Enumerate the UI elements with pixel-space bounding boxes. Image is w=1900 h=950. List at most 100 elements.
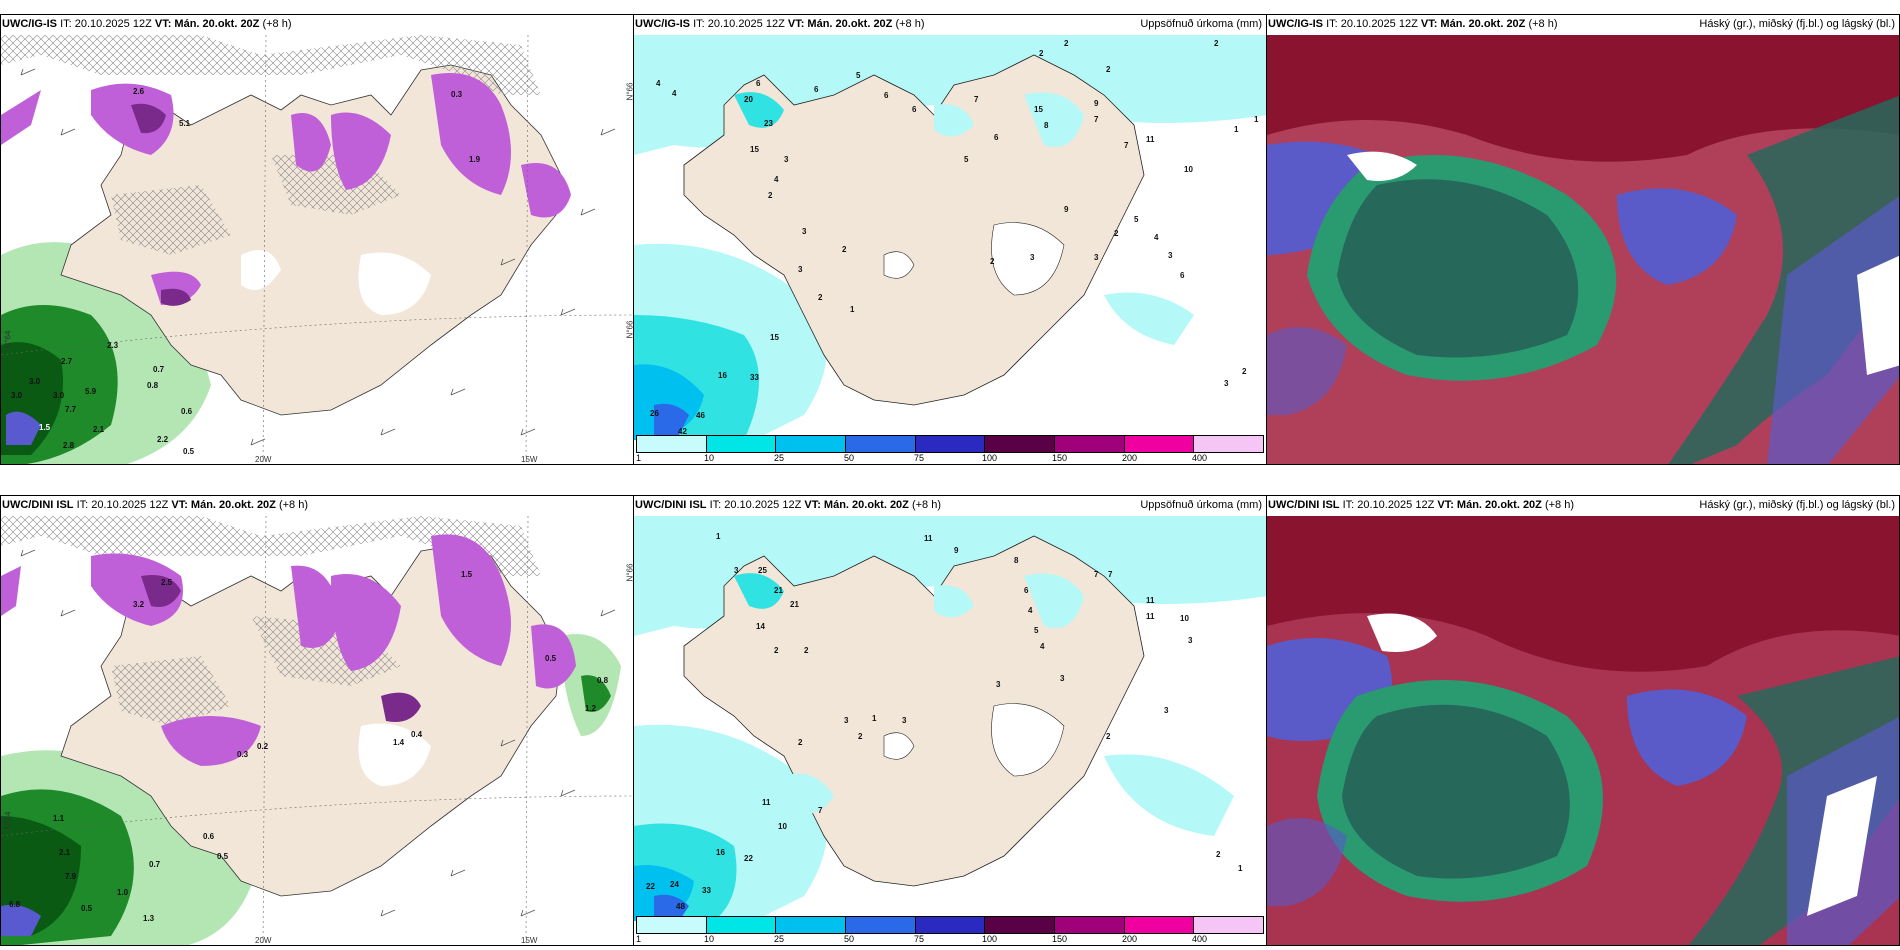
colorbar-tick: 400: [1192, 934, 1208, 944]
value-label: 6: [994, 133, 999, 142]
value-label: 1: [1254, 115, 1259, 124]
value-label: 14: [756, 622, 765, 631]
value-label: 3: [734, 566, 739, 575]
value-label: 7: [818, 806, 823, 815]
colorbar-cell: [706, 917, 777, 933]
precip-colorbar: 1 10 25 50 75 100 150 200 400: [634, 434, 1266, 464]
value-label: 9: [1094, 99, 1099, 108]
longitude-label: 15W: [521, 936, 538, 945]
value-label: 3: [1168, 251, 1173, 260]
value-label: 2: [804, 646, 809, 655]
longitude-label: 15W: [521, 455, 538, 464]
value-label: 10: [778, 822, 787, 831]
value-label: 6: [1180, 271, 1185, 280]
colorbar-cells: [636, 435, 1264, 453]
value-label: 16: [718, 371, 727, 380]
latitude-label: N°64: [3, 811, 13, 830]
value-label: 1: [716, 532, 721, 541]
value-label: 23: [764, 119, 773, 128]
value-label: 0.8: [147, 381, 159, 390]
value-label: 20: [744, 95, 753, 104]
value-label: 0.2: [257, 742, 269, 751]
value-label: 6.8: [9, 900, 21, 909]
value-label: 6: [1024, 586, 1029, 595]
panel-subtitle: Háský (gr.), miðský (fj.bl.) og lágský (…: [1699, 18, 1895, 30]
value-label: 0.4: [411, 730, 423, 739]
value-label: 22: [744, 854, 753, 863]
value-label: 3: [784, 155, 789, 164]
colorbar-cells: [636, 916, 1264, 934]
value-label: 21: [774, 586, 783, 595]
value-label: 11: [1146, 596, 1155, 605]
colorbar-tick: 25: [774, 934, 785, 944]
colorbar-tick: 150: [1052, 453, 1068, 463]
value-label: 4: [1040, 642, 1045, 651]
value-label: 11: [1146, 135, 1155, 144]
value-label: 3: [1030, 253, 1035, 262]
value-label: 21: [790, 600, 799, 609]
colorbar-cell: [637, 917, 707, 933]
value-label: 24: [670, 880, 679, 889]
longitude-label: 20W: [255, 936, 272, 945]
value-label: 0.5: [217, 852, 229, 861]
value-label: 6: [814, 85, 819, 94]
value-label: 0.5: [183, 447, 195, 456]
panel-header: UWC/IG-IS IT: 20.10.2025 12Z VT: Mán. 20…: [635, 18, 925, 30]
value-label: 2: [1216, 850, 1221, 859]
value-label: 33: [702, 886, 711, 895]
value-label: 46: [696, 411, 705, 420]
value-label: 3: [902, 716, 907, 725]
value-label: 2: [1106, 732, 1111, 741]
value-label: 0.3: [451, 90, 463, 99]
value-label: 5: [1034, 626, 1039, 635]
value-label: 8: [1044, 121, 1049, 130]
value-label: 4: [774, 175, 779, 184]
value-label: 2.1: [93, 425, 105, 434]
colorbar-cell: [985, 917, 1056, 933]
value-label: 11: [1146, 612, 1155, 621]
value-label: 7.7: [65, 405, 77, 414]
value-label: 4: [656, 79, 661, 88]
value-label: 2: [1106, 65, 1111, 74]
colorbar-tick: 50: [844, 453, 855, 463]
value-label: 3.0: [11, 391, 23, 400]
value-label: 9: [954, 546, 959, 555]
panel-dini-precip: UWC/DINI ISL IT: 20.10.2025 12Z VT: Mán.…: [633, 495, 1267, 946]
value-label: 33: [750, 373, 759, 382]
colorbar-cell: [1055, 917, 1125, 933]
value-label: 26: [650, 409, 659, 418]
colorbar-tick: 25: [774, 453, 785, 463]
value-label: 2: [858, 732, 863, 741]
value-label: 4: [672, 89, 677, 98]
panel-subtitle: Uppsöfnuð úrkoma (mm): [1140, 499, 1262, 511]
value-label: 3: [1224, 379, 1229, 388]
value-label: 1.4: [393, 738, 405, 747]
value-label: 1.3: [143, 914, 155, 923]
colorbar-cell: [985, 436, 1056, 452]
panel-ig-cloudlayer: UWC/IG-IS IT: 20.10.2025 12Z VT: Mán. 20…: [1266, 14, 1900, 465]
colorbar-tick: 75: [914, 934, 925, 944]
value-label: 2: [1039, 49, 1044, 58]
panel-ig-cloud: UWC/IG-IS IT: 20.10.2025 12Z VT: Mán. 20…: [0, 14, 634, 465]
value-label: 42: [678, 427, 687, 436]
value-label: 1: [1238, 864, 1243, 873]
colorbar-cell: [1194, 436, 1264, 452]
value-label: 2: [842, 245, 847, 254]
cloud-layer-map: [1267, 35, 1899, 464]
value-label: 8: [1014, 556, 1019, 565]
value-label: 1.5: [461, 570, 473, 579]
panel-dini-cloudlayer: UWC/DINI ISL IT: 20.10.2025 12Z VT: Mán.…: [1266, 495, 1900, 946]
value-label: 1.1: [53, 814, 65, 823]
colorbar-cell: [1124, 917, 1195, 933]
value-label: 3: [1060, 674, 1065, 683]
value-label: 1: [850, 305, 855, 314]
value-label: 1: [872, 714, 877, 723]
value-label: 5.9: [85, 387, 97, 396]
colorbar-cell: [846, 436, 916, 452]
value-label: 0.5: [81, 904, 93, 913]
value-label: 2.8: [63, 441, 75, 450]
colorbar-cell: [706, 436, 777, 452]
colorbar-tick: 100: [982, 453, 998, 463]
value-label: 15: [1034, 105, 1043, 114]
colorbar-cell: [776, 436, 847, 452]
